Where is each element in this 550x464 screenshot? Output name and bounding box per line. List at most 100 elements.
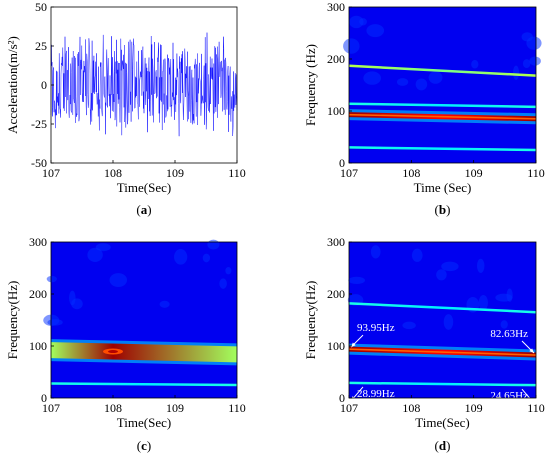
annotation-arrowhead [351,342,356,348]
heatmap-ridge [348,102,537,109]
x-tick-label: 108 [104,166,122,180]
heatmap-speckle [370,245,381,259]
heatmap-speckle [225,267,232,275]
panel-label: (a) [136,202,151,217]
heatmap-speckle [428,71,443,84]
x-tick-label: 110 [527,401,545,415]
x-tick-label: 107 [42,401,60,415]
x-axis-label: Time(Sec) [117,180,171,195]
heatmap-speckle [506,288,513,302]
y-axis-label: Frequency (Hz) [303,44,318,126]
heatmap-ridge [50,382,238,387]
x-tick-label: 110 [228,166,246,180]
x-tick-label: 110 [527,166,545,180]
annotation-label: 24.65Hz [490,390,528,402]
heatmap-ridge-core [348,113,537,120]
heatmap-speckle [512,65,520,80]
heatmap-speckle [476,258,485,273]
x-tick-label: 108 [104,401,122,415]
panel-a: 107 108 109 110 -50 -25 0 25 50 Time(Sec) Accelera… [5,0,246,217]
annotation-label: 28.99Hz [357,388,395,400]
heatmap-speckle [529,56,541,66]
plot-frame [348,6,537,164]
y-axis-label: Frequency(Hz) [303,281,318,360]
x-axis-label: Time (Sec) [414,180,472,195]
heatmap-speckle [396,78,409,86]
heatmap-background [51,242,237,398]
heatmap-speckle [349,15,364,29]
x-tick-label: 110 [228,401,246,415]
y-tick-label: 25 [35,39,47,53]
y-tick-label: 200 [327,287,345,301]
heatmap-ridge-core [348,348,537,356]
x-tick-label: 109 [465,166,483,180]
annotation-label: 93.95Hz [357,322,395,334]
heatmap-speckle [363,71,381,85]
annotation-arrowhead [351,396,356,401]
plot-frame [348,241,537,399]
x-tick-label: 107 [340,166,358,180]
y-tick-label: 50 [35,0,47,14]
heatmap-ridge [348,381,537,387]
heatmap-speckle [174,249,188,265]
y-tick-label: 300 [29,235,47,249]
panel-label: (b) [435,202,451,217]
heatmap-speckle [219,278,227,289]
heatmap-peak-core [108,350,118,354]
heatmap-speckle [471,59,479,69]
y-tick-label: 100 [29,339,47,353]
heatmap-speckle [71,298,83,310]
heatmap-ridge [348,146,537,152]
heatmap-speckle [87,247,103,262]
heatmap-speckle [159,300,170,308]
heatmap-speckle [207,239,220,250]
y-tick-label: 0 [339,156,345,170]
y-tick-label: 200 [29,287,47,301]
panel-d: 93.95Hz 82.63Hz 28.99Hz 24.65Hz 107 108 109 110… [303,235,545,453]
y-tick-label: -50 [31,156,47,170]
x-tick-label: 109 [465,401,483,415]
heatmap-speckle [441,261,459,272]
x-tick-label: 107 [340,401,358,415]
signal-line [50,32,238,137]
heatmap-speckle [411,248,423,262]
heatmap-speckle [343,38,360,54]
x-axis-label: Time(Sec) [415,415,469,430]
panel-label: (c) [137,438,151,453]
y-tick-label: 300 [327,235,345,249]
heatmap-speckle [522,59,531,69]
heatmap-speckle [521,32,533,42]
y-tick-label: -25 [31,117,47,131]
heatmap-speckle [436,269,447,281]
y-axis-label: Acceleration(m/s²) [5,36,20,134]
y-tick-label: 100 [327,339,345,353]
x-tick-label: 108 [402,401,420,415]
annotation-arrowhead [529,398,534,404]
heatmap-speckle [500,320,508,329]
x-axis-label: Time(Sec) [117,415,171,430]
y-tick-label: 0 [41,391,47,405]
heatmap-ridge [50,342,238,363]
x-tick-label: 108 [402,166,420,180]
y-tick-label: 300 [327,0,345,14]
panel-b: 107 108 109 110 0 100 200 300 Time (Sec) Frequenc… [303,0,545,217]
heatmap-speckle [478,294,489,311]
heatmap-speckle [366,24,385,38]
x-tick-label: 109 [166,166,184,180]
panel-c: 107 108 109 110 0 100 200 300 Time(Sec) Frequency… [5,235,246,453]
heatmap-speckle [415,78,428,91]
heatmap-speckle [402,321,416,330]
heatmap-speckle [46,275,57,283]
y-tick-label: 0 [41,78,47,92]
x-tick-label: 107 [42,166,60,180]
heatmap-speckle [109,273,128,288]
y-axis-label: Frequency(Hz) [5,281,20,360]
annotation-arrowhead [529,348,534,354]
y-tick-label: 0 [339,391,345,405]
heatmap-speckle [202,253,211,263]
heatmap-ridge [348,64,537,77]
annotation-label: 82.63Hz [490,328,528,340]
x-tick-label: 109 [166,401,184,415]
y-tick-label: 100 [327,104,345,118]
heatmap-speckle [443,314,454,330]
